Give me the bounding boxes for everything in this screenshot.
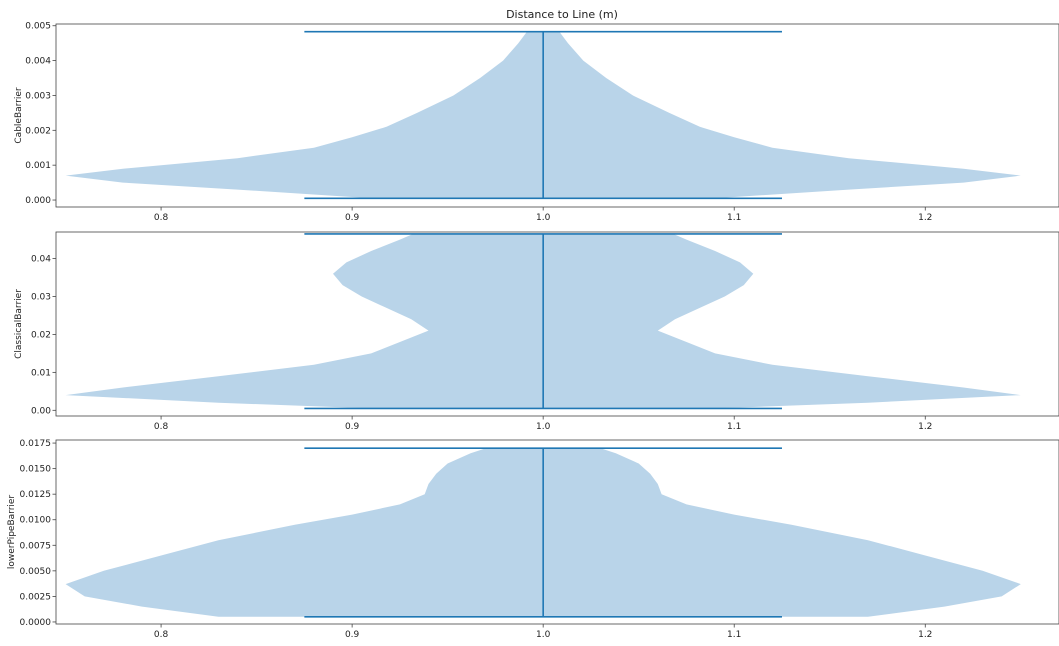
- y-tick-label: 0.0125: [20, 490, 52, 500]
- x-tick-label: 0.8: [154, 213, 169, 223]
- x-tick-label: 1.2: [918, 630, 932, 640]
- figure-title: Distance to Line (m): [506, 8, 618, 21]
- x-tick-label: 1.2: [918, 422, 932, 432]
- y-tick-label: 0.04: [31, 255, 51, 265]
- y-tick-label: 0.00: [31, 406, 51, 416]
- y-tick-label: 0.0150: [20, 465, 52, 475]
- y-tick-label: 0.001: [25, 161, 51, 171]
- x-tick-label: 1.2: [918, 213, 932, 223]
- x-tick-label: 0.9: [345, 630, 360, 640]
- y-tick-label: 0.02: [31, 330, 51, 340]
- y-axis-label: ClassicalBarrier: [14, 289, 24, 359]
- x-tick-label: 1.1: [727, 630, 741, 640]
- axes-frame: [55, 23, 1059, 208]
- y-tick-label: 0.003: [25, 91, 51, 101]
- x-tick-label: 1.0: [536, 630, 551, 640]
- y-tick-label: 0.005: [25, 22, 51, 32]
- x-tick-label: 0.9: [345, 422, 360, 432]
- x-tick-label: 1.0: [536, 213, 551, 223]
- axes-frame: [55, 439, 1059, 625]
- x-tick-label: 1.1: [727, 213, 741, 223]
- x-tick-label: 1.1: [727, 422, 741, 432]
- y-axis-label: lowerPipeBarrier: [7, 495, 17, 570]
- x-tick-label: 0.8: [154, 630, 169, 640]
- y-tick-label: 0.0075: [20, 541, 52, 551]
- violin-panel: 0.8 0.9 1.0 1.1 1.2 0.000 0.001 0.002 0.003 0.004…: [14, 22, 1059, 223]
- y-tick-label: 0.01: [31, 368, 51, 378]
- y-tick-label: 0.03: [31, 292, 51, 302]
- x-tick-label: 0.9: [345, 213, 360, 223]
- y-tick-label: 0.0050: [20, 567, 52, 577]
- y-tick-label: 0.0000: [20, 618, 52, 628]
- y-tick-label: 0.004: [25, 57, 51, 67]
- x-tick-label: 1.0: [536, 422, 551, 432]
- axes-frame: [55, 231, 1059, 417]
- y-tick-label: 0.0100: [20, 516, 52, 526]
- y-tick-label: 0.0025: [20, 592, 52, 602]
- violin-panel: 0.8 0.9 1.0 1.1 1.2 0.0000 0.0025 0.0050 0.0075 0…: [7, 439, 1059, 640]
- y-tick-label: 0.002: [25, 126, 51, 136]
- y-tick-label: 0.0175: [20, 439, 52, 449]
- violin-panel: 0.8 0.9 1.0 1.1 1.2 0.00 0.01 0.02 0.03 0.04 Class…: [14, 231, 1059, 432]
- y-tick-label: 0.000: [25, 196, 51, 206]
- y-axis-label: CableBarrier: [14, 87, 24, 144]
- x-tick-label: 0.8: [154, 422, 169, 432]
